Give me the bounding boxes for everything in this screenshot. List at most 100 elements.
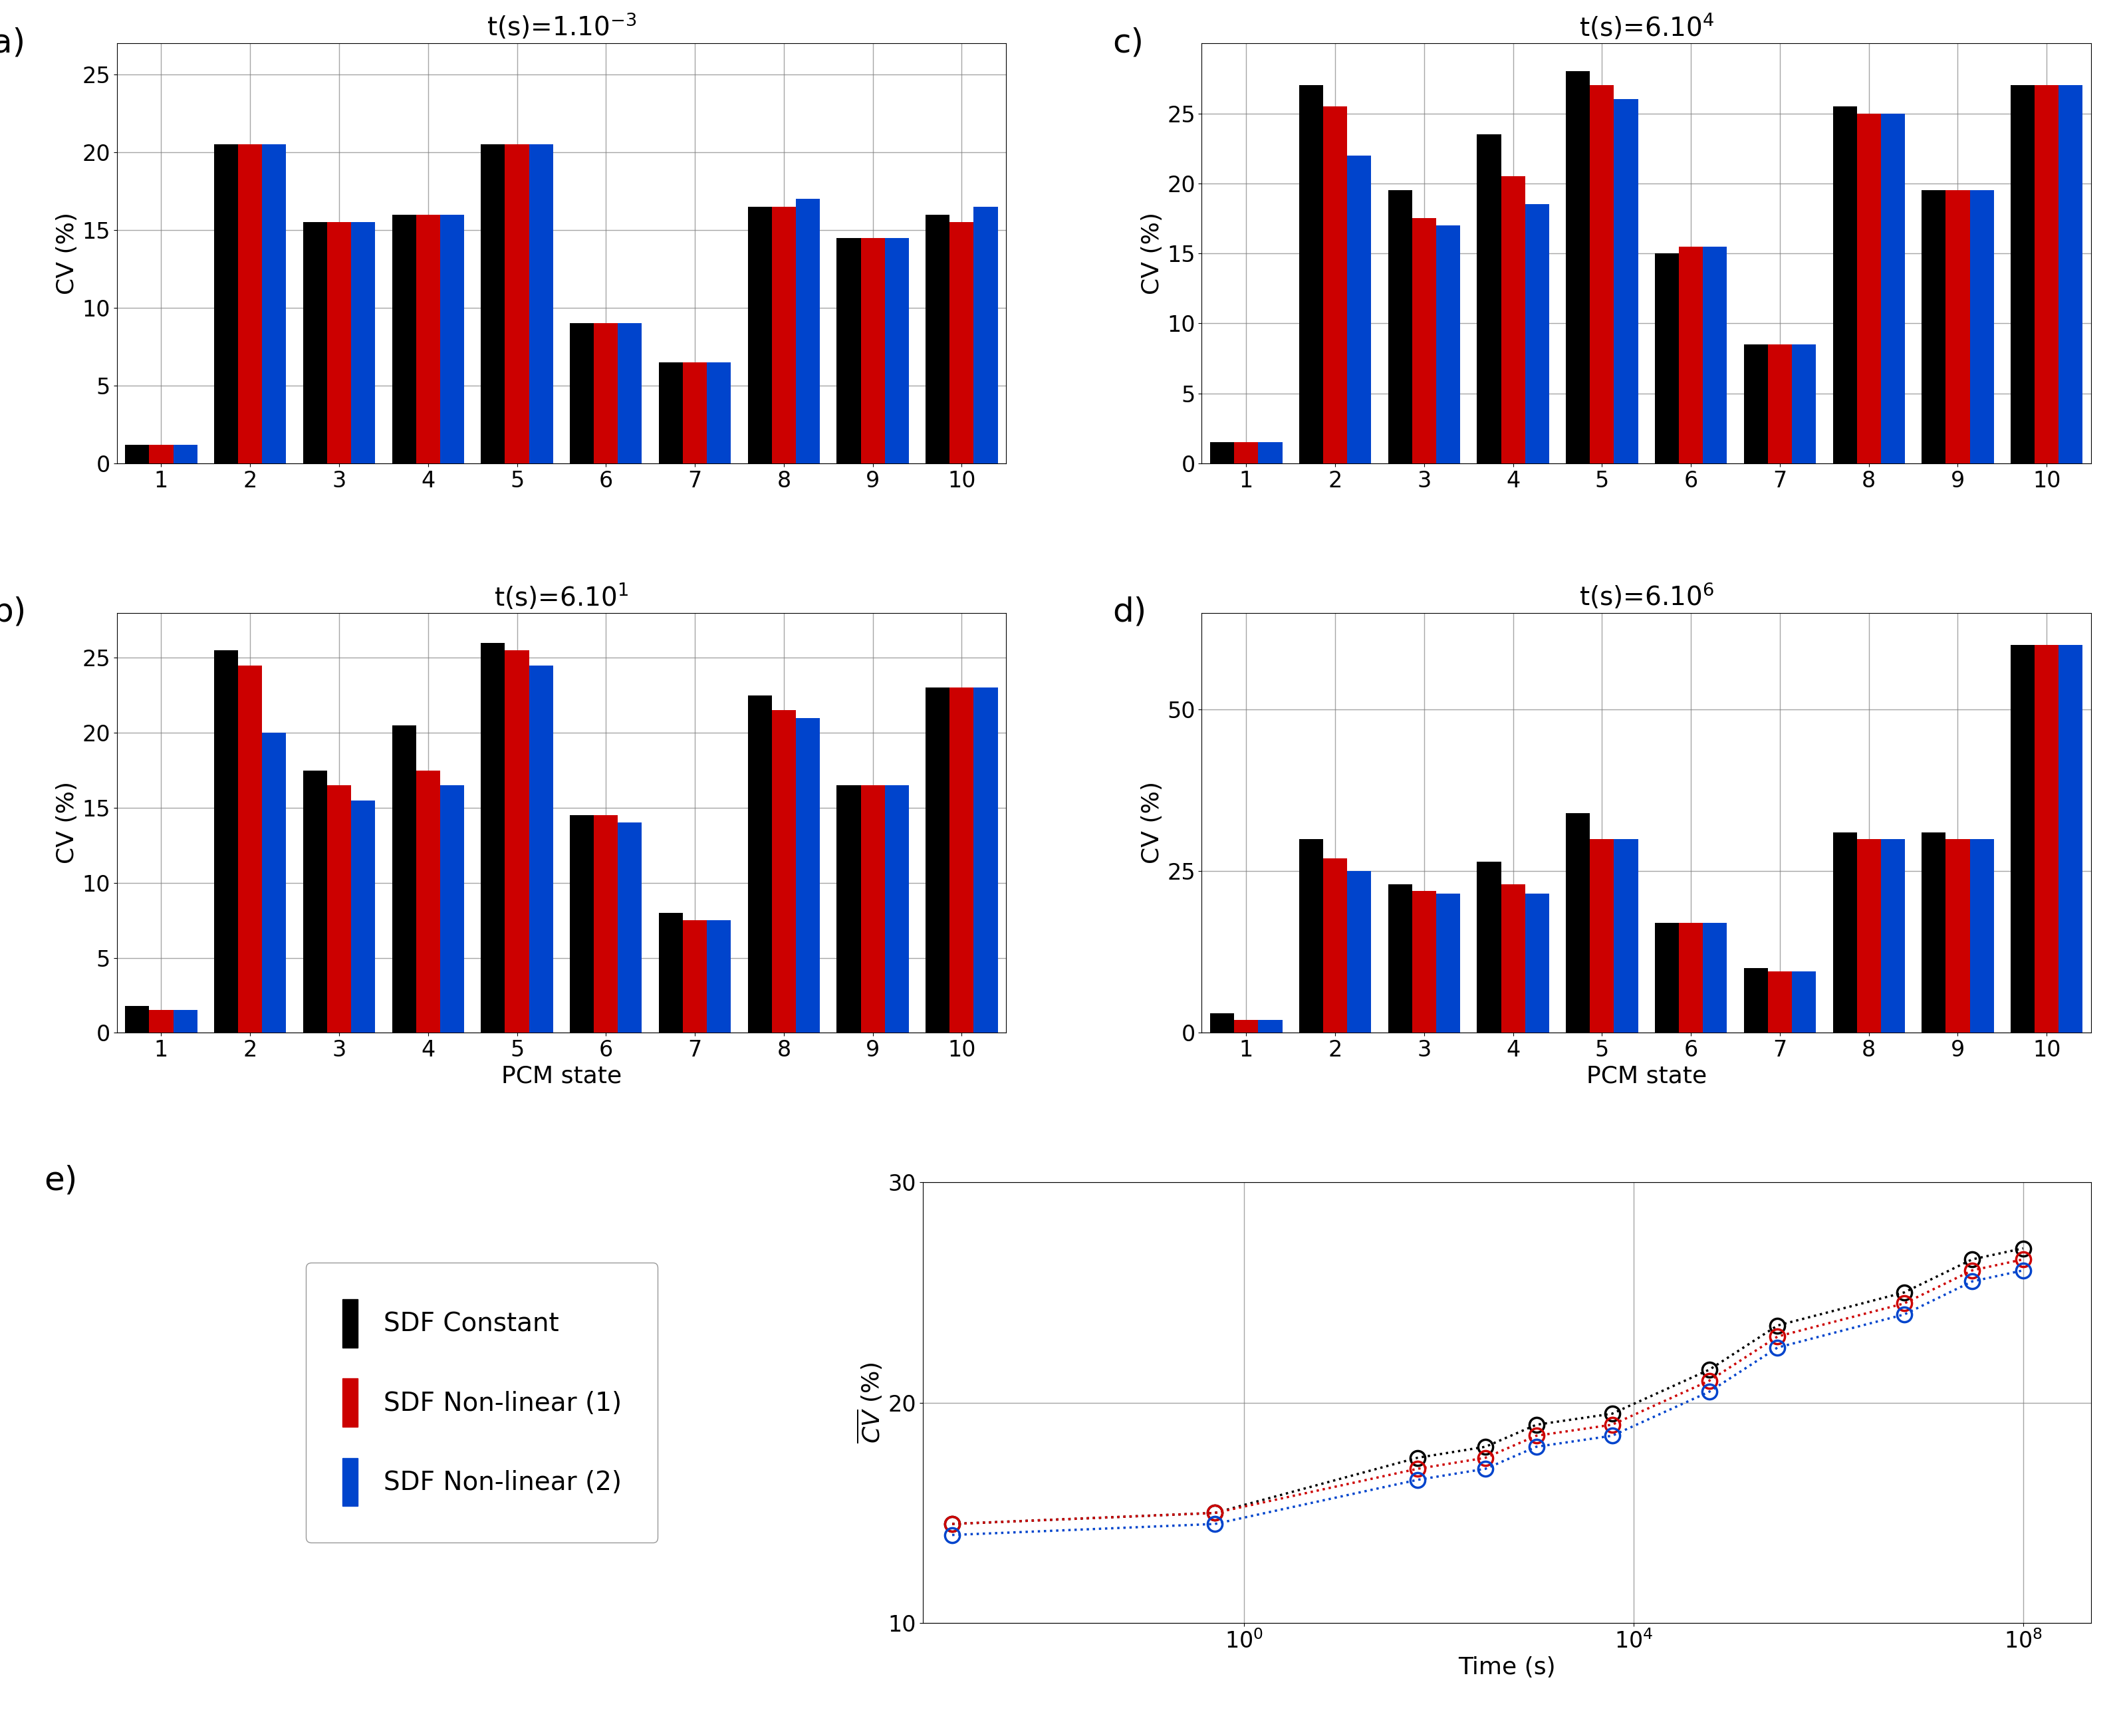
Bar — [174, 1010, 197, 1033]
Bar — [416, 215, 439, 464]
Bar — [1858, 113, 1881, 464]
Bar — [1832, 106, 1858, 464]
Bar — [707, 920, 730, 1033]
Bar — [618, 823, 641, 1033]
Bar — [439, 785, 465, 1033]
Bar — [1567, 71, 1590, 464]
X-axis label: PCM state: PCM state — [501, 1064, 622, 1087]
Bar — [1590, 85, 1613, 464]
Bar — [1921, 191, 1947, 464]
Bar — [149, 1010, 174, 1033]
Bar — [1921, 833, 1947, 1033]
Bar — [1435, 226, 1461, 464]
Bar — [304, 771, 327, 1033]
Y-axis label: CV (%): CV (%) — [55, 212, 79, 295]
Bar — [1478, 134, 1501, 464]
Title: t(s)=1.10$^{-3}$: t(s)=1.10$^{-3}$ — [486, 12, 637, 42]
Bar — [860, 238, 885, 464]
Bar — [149, 444, 174, 464]
Bar — [684, 363, 707, 464]
Bar — [1412, 219, 1435, 464]
Bar — [1348, 871, 1371, 1033]
Bar — [569, 816, 594, 1033]
X-axis label: Time (s): Time (s) — [1459, 1656, 1556, 1679]
Y-axis label: CV (%): CV (%) — [55, 781, 79, 865]
Bar — [1233, 443, 1259, 464]
Bar — [2034, 85, 2059, 464]
Text: c): c) — [1112, 26, 1144, 59]
Bar — [1567, 812, 1590, 1033]
Bar — [327, 222, 350, 464]
Bar — [2010, 646, 2034, 1033]
Bar — [1613, 99, 1639, 464]
Bar — [1524, 894, 1550, 1033]
Bar — [1210, 1014, 1233, 1033]
Bar — [174, 444, 197, 464]
Bar — [393, 726, 416, 1033]
Bar — [1703, 924, 1726, 1033]
Bar — [1947, 191, 1970, 464]
Y-axis label: CV (%): CV (%) — [1140, 781, 1163, 865]
Bar — [974, 207, 998, 464]
Text: b): b) — [0, 595, 25, 628]
Bar — [1970, 838, 1993, 1033]
Bar — [1743, 344, 1768, 464]
Bar — [505, 144, 529, 464]
Bar — [773, 207, 796, 464]
Bar — [1881, 113, 1904, 464]
Bar — [214, 651, 238, 1033]
Bar — [125, 1005, 149, 1033]
Bar — [261, 733, 287, 1033]
Bar — [618, 323, 641, 464]
Bar — [860, 785, 885, 1033]
Bar — [836, 785, 860, 1033]
Bar — [238, 665, 261, 1033]
Bar — [327, 785, 350, 1033]
Bar — [1259, 1019, 1282, 1033]
Bar — [1323, 106, 1348, 464]
Bar — [2010, 85, 2034, 464]
Bar — [1656, 253, 1679, 464]
Bar — [569, 323, 594, 464]
Bar — [1768, 344, 1792, 464]
Bar — [439, 215, 465, 464]
Text: d): d) — [1112, 595, 1146, 628]
Bar — [1832, 833, 1858, 1033]
Bar — [1323, 858, 1348, 1033]
Bar — [707, 363, 730, 464]
Bar — [1768, 972, 1792, 1033]
Bar — [1590, 838, 1613, 1033]
Bar — [1524, 205, 1550, 464]
Bar — [658, 363, 684, 464]
Bar — [350, 800, 376, 1033]
Bar — [658, 913, 684, 1033]
Bar — [926, 215, 949, 464]
Bar — [125, 444, 149, 464]
Bar — [949, 687, 974, 1033]
Bar — [1435, 894, 1461, 1033]
Bar — [594, 816, 618, 1033]
Bar — [1792, 344, 1815, 464]
Bar — [1299, 85, 1323, 464]
Bar — [2059, 646, 2083, 1033]
Bar — [1743, 969, 1768, 1033]
Bar — [393, 215, 416, 464]
Bar — [482, 144, 505, 464]
Bar — [1388, 884, 1412, 1033]
Title: t(s)=6.10$^{1}$: t(s)=6.10$^{1}$ — [495, 582, 628, 611]
Bar — [1501, 177, 1524, 464]
X-axis label: PCM state: PCM state — [1586, 1064, 1707, 1087]
Bar — [1388, 191, 1412, 464]
Bar — [836, 238, 860, 464]
Bar — [1348, 156, 1371, 464]
Bar — [350, 222, 376, 464]
Bar — [796, 717, 819, 1033]
Bar — [416, 771, 439, 1033]
Bar — [885, 238, 909, 464]
Bar — [482, 642, 505, 1033]
Bar — [238, 144, 261, 464]
Bar — [304, 222, 327, 464]
Bar — [747, 696, 773, 1033]
Bar — [885, 785, 909, 1033]
Bar — [796, 200, 819, 464]
